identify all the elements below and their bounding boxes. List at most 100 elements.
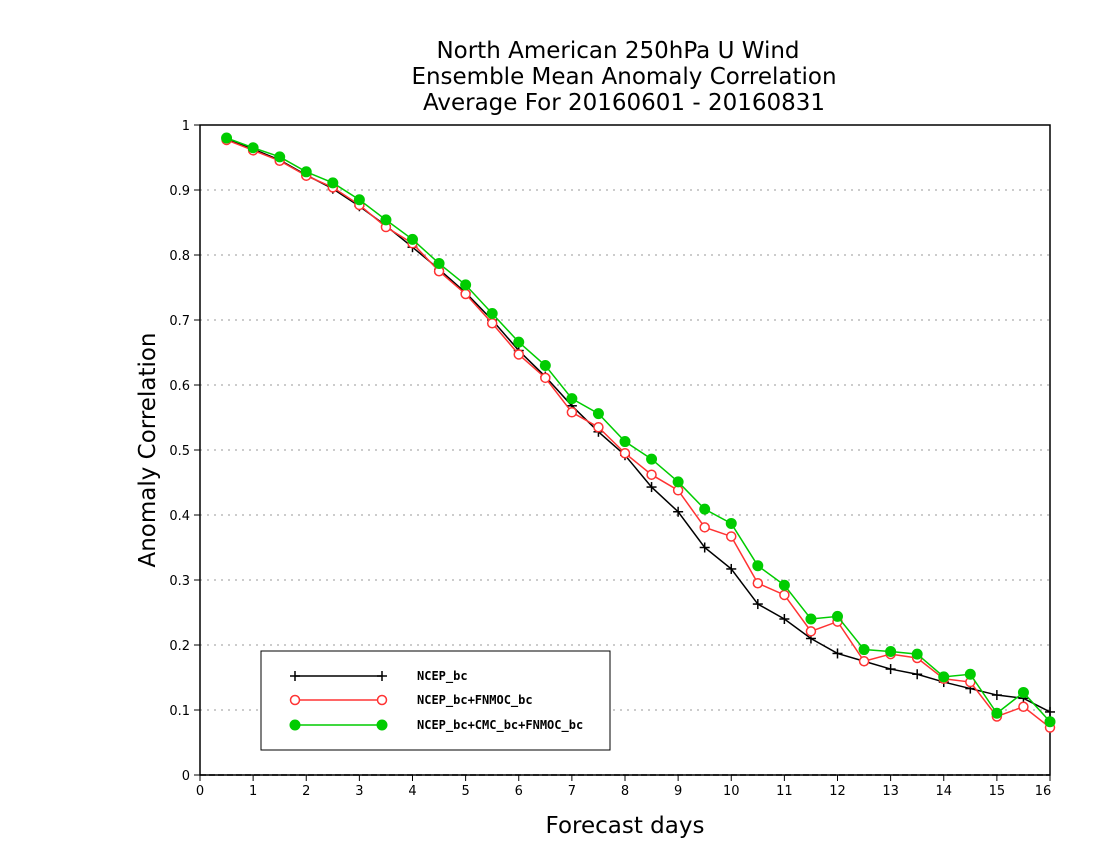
data-point: [912, 669, 923, 680]
x-tick-label: 2: [302, 784, 310, 799]
y-tick-label: 0.3: [169, 574, 190, 589]
data-point: [433, 257, 445, 269]
x-tick-label: 8: [621, 784, 629, 799]
series-line-ncep-bc-fnmoc-bc: [226, 139, 1051, 729]
y-tick-label: 0.7: [169, 314, 190, 329]
data-point: [673, 506, 684, 517]
legend-label: NCEP_bc: [417, 669, 468, 684]
x-tick-label: 3: [355, 784, 363, 799]
x-tick-label: 12: [829, 784, 846, 799]
y-axis-label: Anomaly Correlation: [135, 332, 161, 567]
data-point: [460, 279, 472, 291]
data-point: [699, 522, 710, 533]
data-point: [885, 664, 896, 675]
title-line-2: Ensemble Mean Anomaly Correlation: [411, 64, 836, 90]
series-ncep-bc-fnmoc-bc: [221, 134, 1056, 733]
data-point: [1017, 686, 1029, 698]
y-tick-label: 0.4: [169, 509, 190, 524]
data-point: [353, 194, 365, 206]
data-point: [858, 656, 870, 667]
data-point: [539, 360, 551, 371]
data-point: [699, 542, 710, 553]
data-point: [300, 166, 312, 178]
title-line-3: Average For 20160601 - 20160831: [423, 90, 825, 116]
data-point: [699, 503, 711, 515]
data-point: [726, 563, 737, 574]
y-tick-label: 0.5: [169, 444, 190, 459]
data-point: [1045, 706, 1055, 717]
x-tick-label: 6: [515, 784, 523, 799]
data-point: [592, 408, 604, 420]
data-point: [752, 578, 764, 589]
data-point: [1044, 716, 1056, 728]
legend-marker: [376, 719, 388, 731]
data-point: [991, 707, 1003, 719]
x-tick-label: 15: [989, 784, 1006, 799]
y-tick-label: 0: [182, 769, 190, 784]
y-tick-label: 1: [182, 119, 190, 134]
data-point: [805, 613, 817, 625]
y-tick-label: 0.1: [169, 704, 190, 719]
data-point: [247, 142, 259, 154]
legend-item-ncep-bc-cmc-bc-fnmoc-bc: NCEP_bc+CMC_bc+FNMOC_bc: [289, 718, 583, 733]
series-ncep-bc: [221, 134, 1055, 717]
legend-marker: [376, 694, 388, 706]
data-point: [646, 482, 657, 493]
data-point: [540, 372, 551, 384]
data-point: [725, 517, 737, 529]
data-point: [646, 453, 658, 465]
x-tick-label: 14: [935, 784, 952, 799]
x-axis-label: Forecast days: [546, 813, 705, 839]
data-point: [646, 469, 657, 480]
legend-marker: [289, 694, 301, 706]
legend-marker: [290, 671, 300, 681]
legend-item-ncep-bc-fnmoc-bc: NCEP_bc+FNMOC_bc: [289, 693, 533, 708]
x-tick-label: 7: [568, 784, 576, 799]
data-point: [778, 579, 790, 591]
data-point: [938, 671, 950, 683]
data-point: [513, 349, 524, 360]
legend: NCEP_bc NCEP_bc+FNMOC_bc NCEP_bc+CMC_bc+FN…: [260, 650, 611, 751]
x-tick-label: 10: [723, 784, 740, 799]
x-tick-label: 11: [776, 784, 793, 799]
series-line-ncep-bc: [226, 138, 1051, 713]
data-point: [486, 308, 498, 319]
data-point: [911, 648, 923, 660]
data-point: [274, 151, 286, 163]
data-point: [991, 690, 1002, 701]
x-tick-label: 0: [196, 784, 204, 799]
x-tick-label: 1: [249, 784, 257, 799]
data-point: [779, 614, 790, 624]
data-point: [619, 448, 631, 459]
series-ncep-bc-cmc-bc-fnmoc-bc: [221, 132, 1056, 728]
data-point: [593, 422, 604, 433]
x-tick-label: 13: [882, 784, 899, 799]
x-tick-label: 9: [674, 784, 682, 799]
data-series: [221, 132, 1056, 733]
x-tick-label: 16: [1035, 784, 1052, 799]
data-point: [752, 599, 763, 610]
data-point: [380, 214, 392, 226]
data-point: [221, 132, 233, 144]
legend-label: NCEP_bc+FNMOC_bc: [417, 693, 533, 708]
data-point: [460, 288, 471, 300]
data-point: [566, 393, 578, 405]
data-point: [619, 436, 631, 448]
data-point: [566, 407, 578, 418]
data-point: [832, 648, 843, 659]
data-point: [486, 318, 498, 329]
data-point: [407, 233, 418, 245]
y-tick-label: 0.6: [169, 379, 190, 394]
data-point: [752, 560, 764, 572]
x-axis-ticks: 0 1 2 3 4 5 6 7 8 9 10 11 12 13 14 15 16: [196, 775, 1051, 799]
chart-title: North American 250hPa U Wind Ensemble Me…: [411, 38, 836, 116]
legend-label: NCEP_bc+CMC_bc+FNMOC_bc: [417, 718, 583, 733]
x-tick-label: 4: [408, 784, 416, 799]
x-tick-label: 5: [461, 784, 469, 799]
data-point: [726, 531, 737, 542]
legend-item-ncep-bc: NCEP_bc: [290, 669, 468, 684]
data-point: [1018, 701, 1029, 712]
series-line-ncep-bc-cmc-bc-fnmoc-bc: [226, 137, 1051, 723]
y-axis-ticks: 0 0.1 0.2 0.3 0.4 0.5 0.6 0.7 0.8 0.9 1: [169, 119, 200, 784]
